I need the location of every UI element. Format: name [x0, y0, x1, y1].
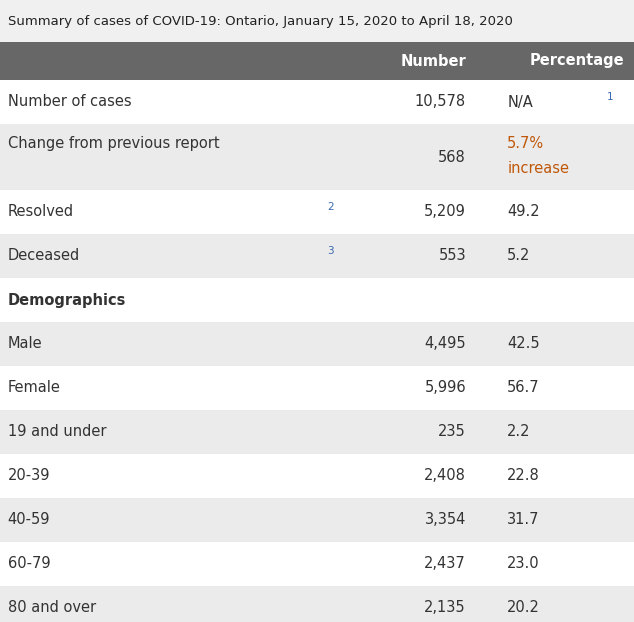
Bar [0, 322, 634, 366]
Text: N/A: N/A [507, 95, 533, 109]
Bar [0, 542, 634, 586]
Text: 3,354: 3,354 [425, 513, 466, 527]
Text: Number: Number [400, 53, 466, 68]
Bar [0, 410, 634, 454]
Text: 2: 2 [327, 202, 333, 211]
Text: 10,578: 10,578 [415, 95, 466, 109]
Bar [0, 586, 634, 622]
Text: 56.7: 56.7 [507, 381, 540, 396]
Text: 49.2: 49.2 [507, 205, 540, 220]
Text: 19 and under: 19 and under [8, 424, 106, 440]
Text: Deceased: Deceased [8, 249, 80, 264]
Bar [0, 454, 634, 498]
Text: Demographics: Demographics [8, 292, 126, 307]
Text: 1: 1 [607, 91, 613, 102]
Bar [0, 498, 634, 542]
Bar [0, 80, 634, 124]
Text: 60-79: 60-79 [8, 557, 50, 572]
Text: 568: 568 [438, 149, 466, 164]
Bar [0, 190, 634, 234]
Text: 42.5: 42.5 [507, 337, 540, 351]
Text: 235: 235 [438, 424, 466, 440]
Bar [0, 124, 634, 190]
Text: 2,437: 2,437 [424, 557, 466, 572]
Text: 20-39: 20-39 [8, 468, 50, 483]
Text: 40-59: 40-59 [8, 513, 50, 527]
Text: 2,408: 2,408 [424, 468, 466, 483]
Bar [0, 234, 634, 278]
Text: 5,996: 5,996 [424, 381, 466, 396]
Text: 20.2: 20.2 [507, 600, 540, 616]
Text: Number of cases: Number of cases [8, 95, 131, 109]
Text: 5.7%: 5.7% [507, 136, 545, 151]
Text: 4,495: 4,495 [424, 337, 466, 351]
Text: Male: Male [8, 337, 42, 351]
Text: 5.2: 5.2 [507, 249, 531, 264]
Bar [0, 278, 634, 322]
Text: 2.2: 2.2 [507, 424, 531, 440]
Text: 553: 553 [438, 249, 466, 264]
Bar [0, 0, 634, 42]
Text: 3: 3 [327, 246, 333, 256]
Text: Change from previous report: Change from previous report [8, 136, 219, 151]
Text: Female: Female [8, 381, 60, 396]
Text: 23.0: 23.0 [507, 557, 540, 572]
Bar [0, 42, 634, 80]
Text: 80 and over: 80 and over [8, 600, 96, 616]
Text: Summary of cases of COVID-19: Ontario, January 15, 2020 to April 18, 2020: Summary of cases of COVID-19: Ontario, J… [8, 14, 512, 27]
Text: Resolved: Resolved [8, 205, 74, 220]
Text: 22.8: 22.8 [507, 468, 540, 483]
Text: increase: increase [507, 161, 569, 177]
Text: 31.7: 31.7 [507, 513, 540, 527]
Text: Percentage: Percentage [530, 53, 624, 68]
Text: 2,135: 2,135 [424, 600, 466, 616]
Text: 5,209: 5,209 [424, 205, 466, 220]
Bar [0, 366, 634, 410]
